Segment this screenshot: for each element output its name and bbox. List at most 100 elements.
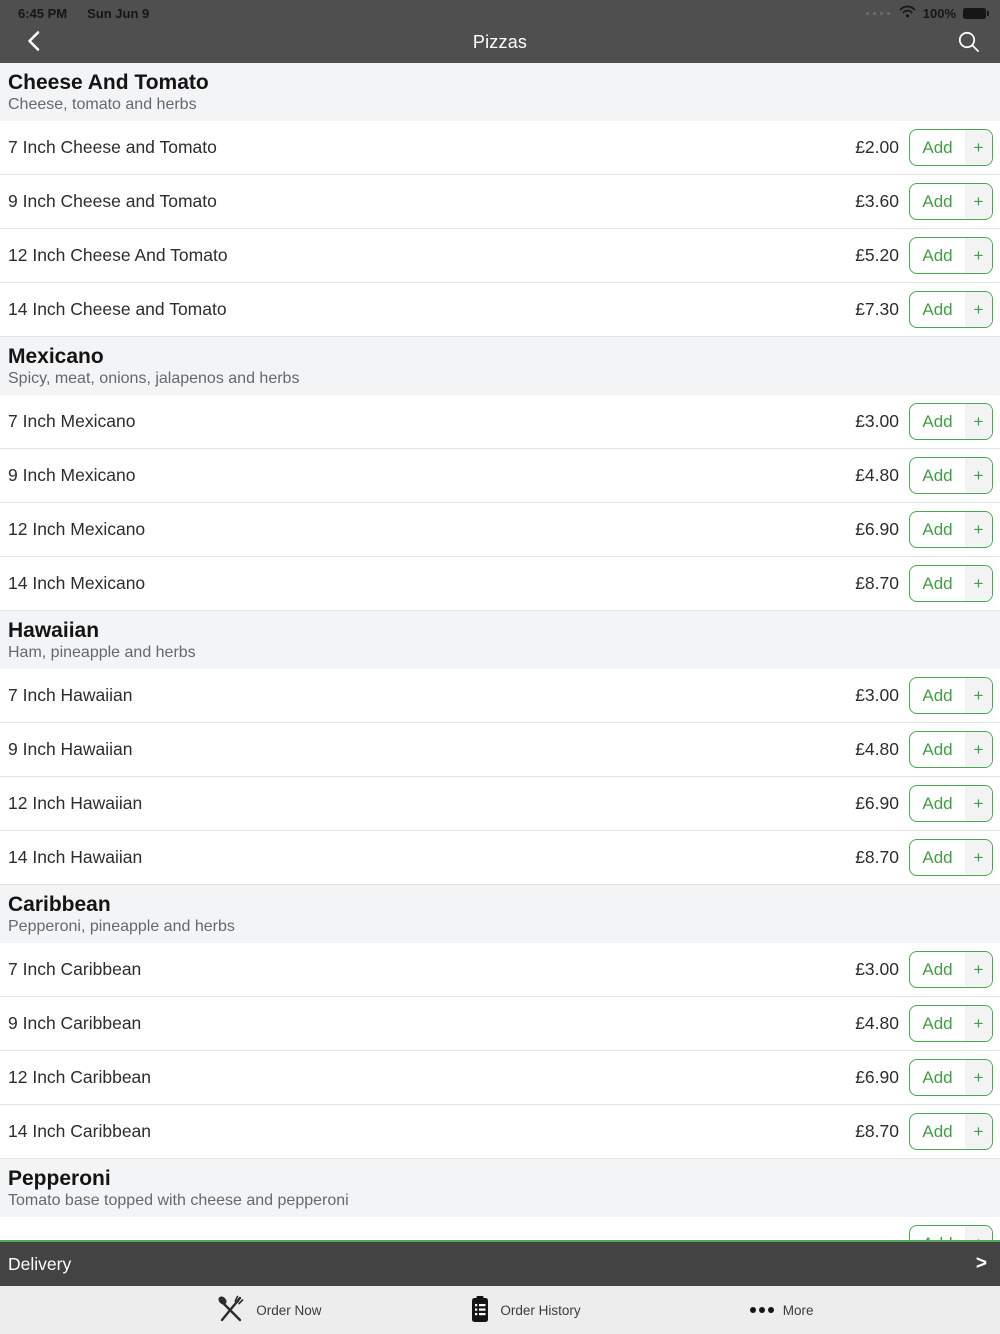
back-button[interactable] <box>18 25 52 59</box>
add-button-label: Add <box>922 137 953 157</box>
top-bar: 6:45 PM Sun Jun 9 100% <box>0 0 1000 63</box>
status-date: Sun Jun 9 <box>87 5 150 21</box>
add-button[interactable]: Add + <box>909 457 993 494</box>
add-button[interactable]: Add + <box>909 291 993 328</box>
menu-item-row: 12 Inch Caribbean £6.90 Add + <box>0 1051 1000 1105</box>
add-button-label: Add <box>922 739 953 759</box>
add-button[interactable]: Add + <box>909 839 993 876</box>
section-description: Ham, pineapple and herbs <box>8 644 196 661</box>
plus-icon[interactable]: + <box>965 678 992 713</box>
menu-item-row: 7 Inch Caribbean £3.00 Add + <box>0 943 1000 997</box>
add-button[interactable]: Add + <box>909 677 993 714</box>
menu-item-price: £6.90 <box>855 1067 899 1087</box>
status-time: 6:45 PM <box>18 5 68 21</box>
plus-icon[interactable]: + <box>965 1006 992 1041</box>
plus-icon[interactable]: + <box>965 786 992 821</box>
menu-item-label: 14 Inch Cheese and Tomato <box>8 299 227 319</box>
menu-item-label: 7 Inch Mexicano <box>8 411 136 431</box>
section-title: Hawaiian <box>8 619 100 642</box>
plus-icon[interactable]: + <box>965 130 992 165</box>
plus-icon[interactable]: + <box>965 404 992 439</box>
add-button-label: Add <box>922 1067 953 1087</box>
add-button[interactable]: Add + <box>909 183 993 220</box>
menu-item-price: £3.00 <box>855 411 899 431</box>
tab-order-now[interactable]: Order Now <box>140 1286 397 1334</box>
tab-more[interactable]: More <box>653 1286 910 1334</box>
menu-item-label: 14 Inch Mexicano <box>8 573 146 593</box>
clipboard-icon <box>469 1295 491 1326</box>
add-button[interactable]: Add + <box>909 785 993 822</box>
delivery-label: Delivery <box>8 1253 72 1274</box>
menu-item-price: £3.00 <box>855 959 899 979</box>
plus-icon[interactable]: + <box>965 292 992 327</box>
chevron-right-icon: > <box>975 1253 987 1274</box>
cellular-signal-icon <box>865 11 890 15</box>
plus-icon[interactable]: + <box>965 732 992 767</box>
menu-section: Caribbean Pepperoni, pineapple and herbs… <box>0 885 1000 1159</box>
delivery-bar[interactable]: Delivery > <box>0 1240 1000 1286</box>
plus-icon[interactable]: + <box>965 840 992 875</box>
plus-icon[interactable]: + <box>965 1114 992 1149</box>
plus-icon[interactable]: + <box>965 566 992 601</box>
plus-icon[interactable]: + <box>965 1060 992 1095</box>
menu-section: Mexicano Spicy, meat, onions, jalapenos … <box>0 337 1000 611</box>
menu-item-row: 7 Inch Mexicano £3.00 Add + <box>0 395 1000 449</box>
add-button-label: Add <box>922 299 953 319</box>
menu-item-label: 9 Inch Cheese and Tomato <box>8 191 217 211</box>
tab-label: Order Now <box>256 1302 322 1318</box>
nav-bar: Pizzas <box>0 22 1000 63</box>
add-button-label: Add <box>922 793 953 813</box>
menu-item-row: 12 Inch Cheese And Tomato £5.20 Add + <box>0 229 1000 283</box>
plus-icon[interactable]: + <box>965 952 992 987</box>
menu-item-price: £3.60 <box>855 191 899 211</box>
menu-item-row: 9 Inch Mexicano £4.80 Add + <box>0 449 1000 503</box>
menu-item-row: 9 Inch Caribbean £4.80 Add + <box>0 997 1000 1051</box>
menu-section: Hawaiian Ham, pineapple and herbs 7 Inch… <box>0 611 1000 885</box>
plus-icon[interactable]: + <box>965 184 992 219</box>
plus-icon[interactable]: + <box>965 238 992 273</box>
section-header: Pepperoni Tomato base topped with cheese… <box>0 1159 1000 1217</box>
add-button[interactable]: Add + <box>909 129 993 166</box>
add-button-label: Add <box>922 959 953 979</box>
add-button[interactable]: Add + <box>909 731 993 768</box>
section-header: Mexicano Spicy, meat, onions, jalapenos … <box>0 337 1000 395</box>
add-button[interactable]: Add + <box>909 1005 993 1042</box>
menu-item-row: 14 Inch Caribbean £8.70 Add + <box>0 1105 1000 1159</box>
section-description: Cheese, tomato and herbs <box>8 96 197 113</box>
menu-item-price: £6.90 <box>855 793 899 813</box>
add-button-label: Add <box>922 1013 953 1033</box>
menu-item-label: 9 Inch Caribbean <box>8 1013 142 1033</box>
add-button-label: Add <box>922 465 953 485</box>
section-title: Caribbean <box>8 893 111 916</box>
menu-item-label: 12 Inch Hawaiian <box>8 793 143 813</box>
menu-item-label: 9 Inch Hawaiian <box>8 739 133 759</box>
add-button[interactable]: Add + <box>909 403 993 440</box>
search-button[interactable] <box>952 26 986 60</box>
add-button[interactable]: Add + <box>909 1059 993 1096</box>
add-button[interactable]: Add + <box>909 565 993 602</box>
menu-item-row: 9 Inch Cheese and Tomato £3.60 Add + <box>0 175 1000 229</box>
add-button[interactable]: Add + <box>909 237 993 274</box>
search-icon <box>956 29 982 58</box>
menu-item-label: 12 Inch Mexicano <box>8 519 146 539</box>
tab-order-history[interactable]: Order History <box>397 1286 654 1334</box>
menu-item-row: 9 Inch Hawaiian £4.80 Add + <box>0 723 1000 777</box>
menu-list: Cheese And Tomato Cheese, tomato and her… <box>0 63 1000 1334</box>
menu-item-price: £4.80 <box>855 739 899 759</box>
status-bar: 6:45 PM Sun Jun 9 100% <box>0 0 1000 22</box>
tab-bar: Order Now Order History More <box>0 1286 1000 1334</box>
plus-icon[interactable]: + <box>965 458 992 493</box>
plus-icon[interactable]: + <box>965 512 992 547</box>
menu-item-price: £3.00 <box>855 685 899 705</box>
add-button[interactable]: Add + <box>909 511 993 548</box>
battery-percent: 100% <box>922 5 956 21</box>
battery-icon <box>963 7 989 19</box>
add-button[interactable]: Add + <box>909 1113 993 1150</box>
section-title: Pepperoni <box>8 1167 111 1190</box>
add-button-label: Add <box>922 191 953 211</box>
tab-label: More <box>782 1302 814 1318</box>
menu-item-price: £2.00 <box>855 137 899 157</box>
add-button[interactable]: Add + <box>909 951 993 988</box>
menu-item-price: £4.80 <box>855 465 899 485</box>
add-button-label: Add <box>922 685 953 705</box>
